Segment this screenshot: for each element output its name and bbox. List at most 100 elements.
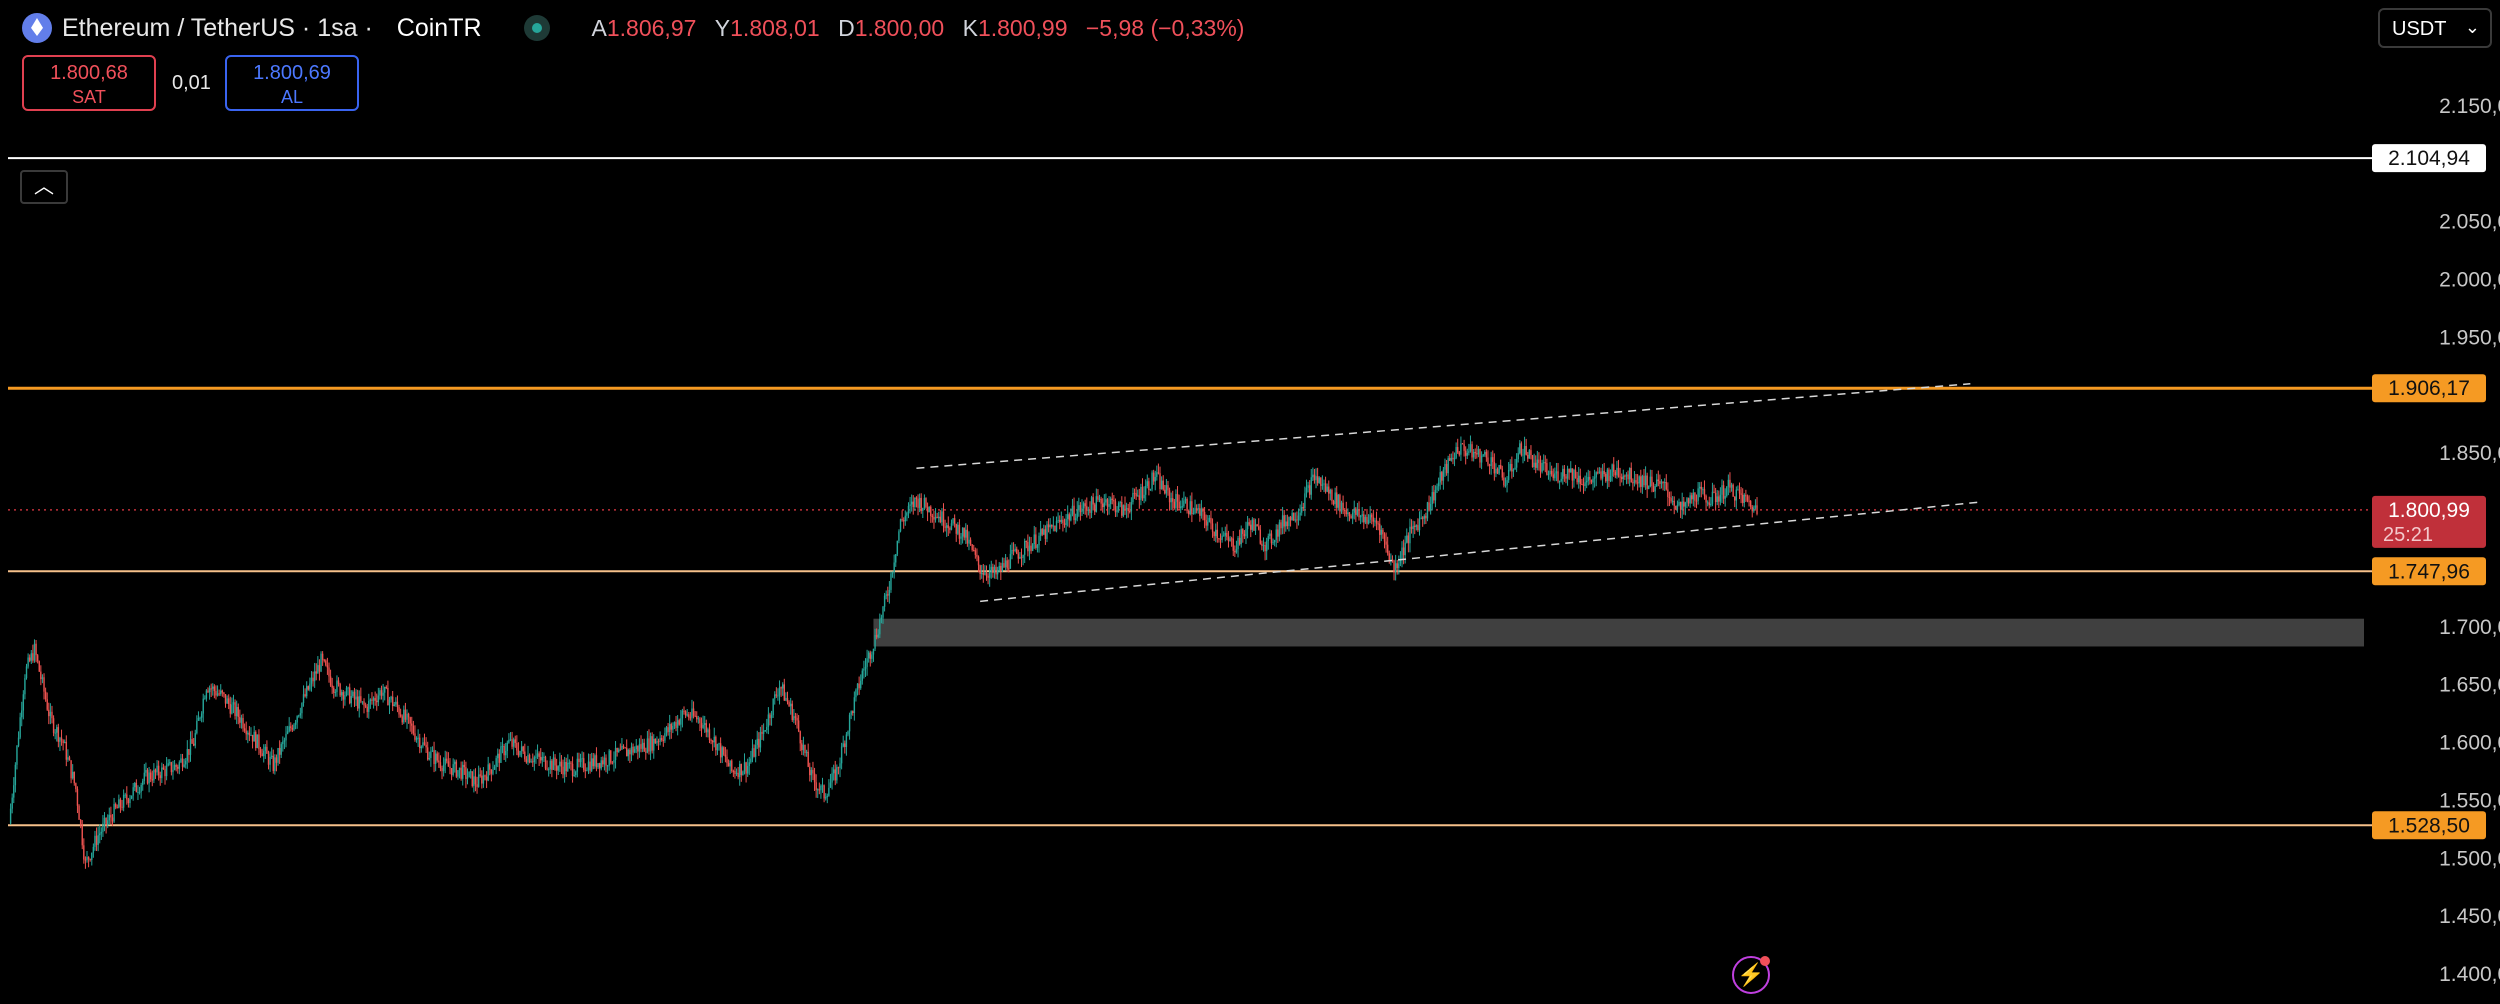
candle-body <box>594 755 596 767</box>
candle-body <box>1164 489 1166 494</box>
horizontal-levels <box>8 157 2372 827</box>
candle-body <box>1633 480 1636 484</box>
candle-body <box>1592 478 1594 483</box>
candle-body <box>1506 480 1508 485</box>
candle-body <box>245 730 247 735</box>
candle-body <box>428 758 430 760</box>
candle-body <box>1746 496 1749 501</box>
candle-body <box>1117 503 1120 510</box>
candle-body <box>1417 525 1419 531</box>
candle-body <box>288 726 290 732</box>
candle-body <box>417 737 419 739</box>
candle-body <box>1636 482 1639 484</box>
candle-body <box>1246 522 1249 530</box>
candle-body <box>1464 450 1467 456</box>
candle-body <box>196 720 198 734</box>
candle-body <box>517 750 520 756</box>
candle-body <box>286 731 289 734</box>
candle-body <box>949 528 951 530</box>
candle-body <box>1205 520 1207 526</box>
candle-body <box>1566 468 1569 479</box>
candle-body <box>143 772 146 781</box>
candle-body <box>178 762 181 769</box>
candle-body <box>108 814 110 821</box>
candle-body <box>1111 498 1113 501</box>
lightning-icon[interactable]: ⚡ <box>1732 956 1770 994</box>
candle-body <box>1379 523 1381 535</box>
candle-body <box>1200 508 1203 516</box>
candle-body <box>562 766 564 775</box>
candle-body <box>1643 475 1645 486</box>
candle-body <box>1008 568 1010 570</box>
candle-body <box>449 766 451 769</box>
candle-body <box>212 686 214 689</box>
candle-body <box>218 693 220 695</box>
candle-body <box>1157 472 1160 474</box>
candle-body <box>852 711 854 713</box>
candle-body <box>1474 451 1476 454</box>
candle-body <box>1409 526 1411 544</box>
candle-body <box>1229 538 1231 542</box>
candle-body <box>668 724 671 732</box>
candle-body <box>253 731 255 742</box>
candle-body <box>947 525 949 529</box>
candle-body <box>25 666 28 679</box>
current-price-label-bg <box>2372 495 2486 548</box>
candle-body <box>934 516 937 520</box>
candle-body <box>1571 468 1574 481</box>
candle-body <box>961 527 964 537</box>
candle-body <box>917 498 919 508</box>
candle-body <box>809 766 811 776</box>
candle-body <box>126 794 128 800</box>
candle-body <box>756 738 758 746</box>
candle-body <box>86 856 88 861</box>
candle-body <box>1519 443 1521 454</box>
candle-body <box>374 698 376 701</box>
currency-select[interactable]: USDT ⌄ <box>2378 8 2492 48</box>
candle-body <box>1270 533 1273 544</box>
candle-body <box>1254 524 1257 531</box>
candle-body <box>1127 508 1129 512</box>
candle-body <box>1539 462 1542 472</box>
candle-body <box>1380 529 1383 535</box>
candle-body <box>1238 537 1241 545</box>
candle-body <box>1458 452 1461 455</box>
candle-body <box>310 677 313 684</box>
candle-body <box>301 703 303 714</box>
candle-body <box>1705 495 1707 503</box>
candle-body <box>848 714 851 732</box>
candle-body <box>638 744 641 752</box>
candle-body <box>1175 494 1177 508</box>
candle-body <box>506 742 508 752</box>
candle-body <box>484 775 486 777</box>
candle-body <box>704 723 706 725</box>
candle-body <box>333 687 335 693</box>
candle-body <box>140 784 142 792</box>
candle-body <box>883 595 886 607</box>
candle-body <box>1576 478 1578 483</box>
candle-body <box>145 770 147 773</box>
candle-body <box>676 720 679 728</box>
candle-body <box>422 742 424 747</box>
candle-body <box>1047 524 1050 528</box>
candle-body <box>1065 518 1067 526</box>
candle-body <box>205 690 208 699</box>
candle-body <box>441 768 443 772</box>
candle-body <box>1628 467 1631 480</box>
collapse-button[interactable]: ︿ <box>20 170 68 204</box>
candle-body <box>1102 503 1104 508</box>
symbol-title[interactable]: Ethereum / TetherUS · 1sa · <box>62 13 373 42</box>
candle-body <box>423 742 426 745</box>
candle-body <box>153 769 155 781</box>
exchange-name[interactable]: CoinTR <box>396 13 482 42</box>
candle-body <box>1683 501 1685 507</box>
candle-body <box>1124 505 1126 510</box>
candle-body <box>619 749 622 751</box>
sell-button[interactable]: 1.800,68 SAT <box>22 55 156 111</box>
buy-button[interactable]: 1.800,69 AL <box>225 55 359 111</box>
candle-body <box>928 506 930 513</box>
candle-body <box>231 704 233 714</box>
candle-body <box>1216 529 1219 539</box>
candle-body <box>49 711 52 717</box>
